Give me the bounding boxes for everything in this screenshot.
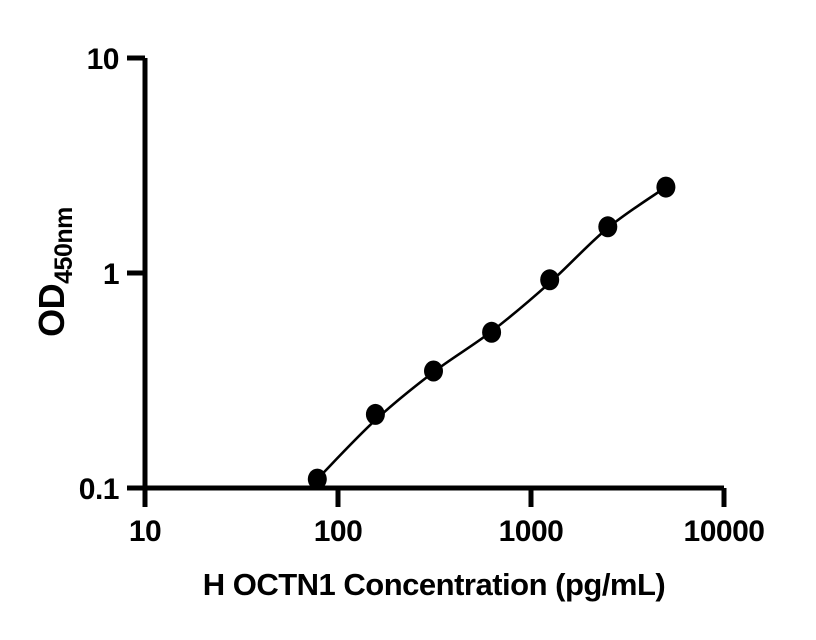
data-point: [365, 403, 385, 425]
y-axis-title: OD450nm: [31, 207, 78, 337]
axes: [127, 55, 727, 507]
x-tick-label: 10000: [684, 515, 765, 548]
y-tick-label: 10: [87, 43, 119, 76]
data-point: [540, 269, 560, 291]
x-tick-label: 100: [314, 515, 363, 548]
data-point: [656, 176, 676, 198]
data-point: [598, 216, 618, 238]
y-tick-label: 1: [103, 258, 119, 291]
y-axis-title-main: OD: [31, 284, 72, 337]
x-tick-label: 1000: [499, 515, 564, 548]
y-tick-label: 0.1: [79, 473, 119, 506]
data-points-layer: [307, 176, 676, 490]
tick-labels: 10 1 0.1 10 100 1000 10000: [79, 43, 765, 548]
y-axis-title-subscript: 450nm: [50, 207, 78, 284]
x-tick-label: 10: [129, 515, 161, 548]
data-point: [307, 468, 327, 490]
x-axis-title: H OCTN1 Concentration (pg/mL): [203, 567, 666, 602]
data-point: [482, 321, 502, 343]
data-point: [424, 360, 443, 382]
